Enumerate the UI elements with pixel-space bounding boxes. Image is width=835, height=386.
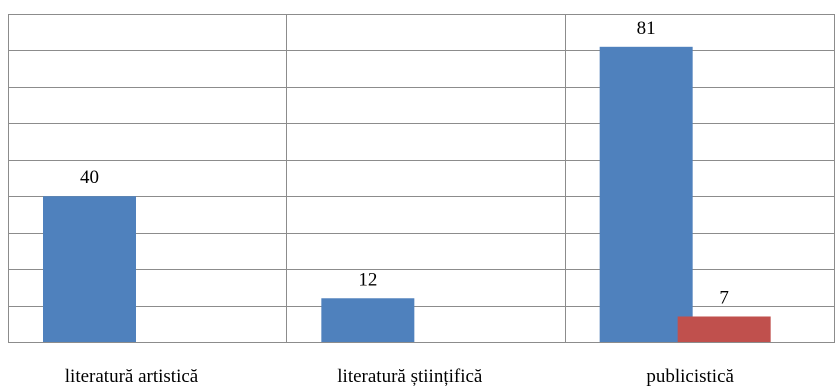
data-labels: 40 12 81 7 [80, 18, 729, 309]
category-labels: literatură artistică literatură științifi… [65, 366, 735, 386]
data-label-1-2: 12 [358, 269, 377, 290]
bar-1-3 [599, 46, 693, 343]
category-label-2: literatură științifică [337, 366, 483, 386]
bar-1-2 [321, 298, 415, 342]
category-label-1: literatură artistică [65, 366, 199, 386]
data-label-2-3: 7 [719, 287, 729, 308]
bars [43, 46, 771, 343]
bar-2-3 [677, 316, 771, 342]
gridlines [8, 14, 835, 343]
data-label-1-3: 81 [637, 18, 656, 39]
category-label-3: publicistică [646, 366, 734, 386]
bar-1-1 [43, 196, 136, 342]
data-label-1-1: 40 [80, 167, 99, 188]
